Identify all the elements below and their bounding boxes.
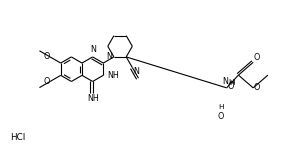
Text: O: O: [254, 83, 260, 92]
Text: O: O: [227, 82, 234, 91]
Text: N: N: [223, 77, 229, 86]
Text: NH: NH: [107, 71, 119, 80]
Text: N: N: [133, 67, 139, 76]
Text: O: O: [43, 52, 49, 61]
Text: H: H: [229, 80, 235, 86]
Text: H: H: [228, 79, 233, 85]
Text: NH: NH: [87, 94, 99, 103]
Text: HCl: HCl: [10, 133, 26, 142]
Text: O: O: [254, 52, 260, 62]
Text: O: O: [218, 112, 224, 121]
Text: O: O: [43, 77, 49, 86]
Text: N: N: [106, 52, 112, 61]
Text: N: N: [90, 45, 96, 54]
Text: H: H: [218, 104, 224, 110]
